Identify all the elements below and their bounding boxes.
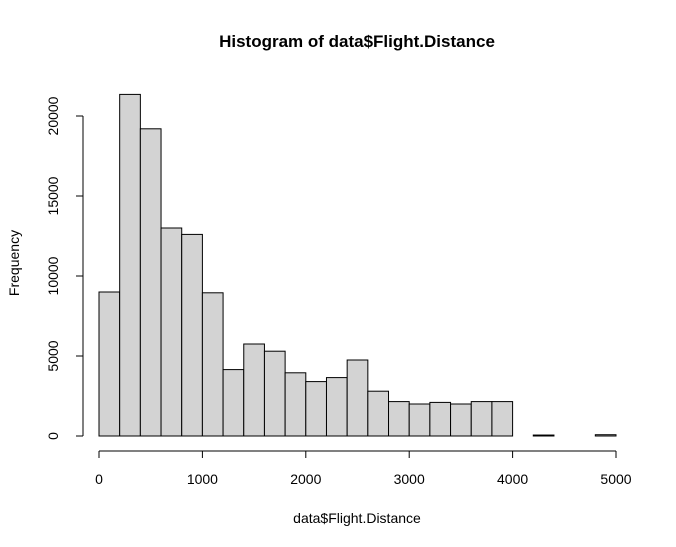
- y-axis-label: Frequency: [6, 230, 22, 296]
- histogram-bar-3: [160, 227, 183, 437]
- chart-title: Histogram of data$Flight.Distance: [219, 32, 495, 51]
- histogram-bar-0: [98, 291, 121, 437]
- histogram-bar-8: [263, 350, 286, 437]
- histogram-bar-18: [470, 401, 493, 437]
- x-tick-label-3: 3000: [394, 471, 425, 487]
- histogram-bar-7: [243, 343, 265, 437]
- histogram-bar-19: [491, 401, 514, 437]
- histogram-bar-1: [119, 93, 141, 437]
- histogram-bar-6: [222, 369, 245, 437]
- histogram-bar-2: [139, 128, 162, 437]
- x-tick-label-5: 5000: [600, 471, 631, 487]
- histogram-bar-10: [305, 381, 327, 437]
- y-tick-label-0: 0: [45, 432, 61, 440]
- histogram-bar-15: [408, 403, 431, 437]
- x-tick-label-0: 0: [95, 471, 103, 487]
- histogram-bar-14: [388, 401, 410, 437]
- histogram-bar-9: [284, 372, 307, 437]
- y-axis: 0 5000 10000 15000 20000: [45, 96, 84, 440]
- y-tick-label-3: 15000: [45, 176, 61, 215]
- histogram-bar-11: [325, 377, 348, 437]
- y-tick-label-1: 5000: [45, 340, 61, 371]
- histogram-bar-17: [450, 403, 472, 437]
- x-tick-label-4: 4000: [497, 471, 528, 487]
- histogram-bar-21: [532, 434, 555, 437]
- x-axis-label: data$Flight.Distance: [293, 510, 421, 526]
- y-tick-label-4: 20000: [45, 96, 61, 135]
- histogram-bar-5: [201, 292, 224, 437]
- histogram-bar-12: [346, 359, 369, 437]
- x-axis: 0 1000 2000 3000 4000 5000: [95, 450, 632, 487]
- x-tick-label-2: 2000: [290, 471, 321, 487]
- histogram-bar-24: [594, 434, 617, 437]
- bars-group: [98, 93, 617, 437]
- x-tick-label-1: 1000: [187, 471, 218, 487]
- histogram-bar-4: [181, 233, 203, 437]
- histogram-bar-13: [367, 390, 390, 437]
- histogram-bar-16: [429, 401, 452, 437]
- y-tick-label-2: 10000: [45, 256, 61, 295]
